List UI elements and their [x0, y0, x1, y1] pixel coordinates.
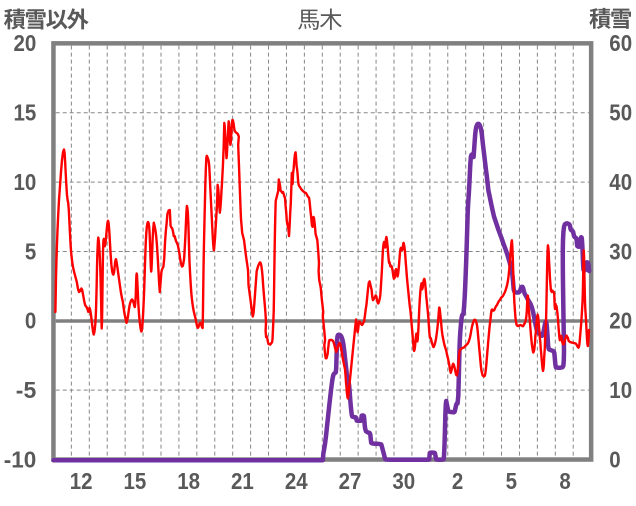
svg-text:10: 10 — [609, 377, 632, 403]
svg-text:15: 15 — [124, 468, 147, 494]
svg-text:12: 12 — [70, 468, 93, 494]
svg-text:0: 0 — [25, 308, 36, 334]
svg-text:-10: -10 — [4, 446, 37, 472]
svg-text:18: 18 — [177, 468, 200, 494]
svg-text:-5: -5 — [16, 377, 37, 403]
svg-text:20: 20 — [14, 30, 37, 56]
svg-text:2: 2 — [452, 468, 463, 494]
svg-text:20: 20 — [609, 308, 632, 334]
svg-text:30: 30 — [392, 468, 415, 494]
svg-text:27: 27 — [339, 468, 362, 494]
svg-text:15: 15 — [14, 100, 37, 126]
svg-text:50: 50 — [609, 100, 632, 126]
svg-text:40: 40 — [609, 169, 632, 195]
svg-text:5: 5 — [506, 468, 517, 494]
svg-text:5: 5 — [25, 238, 36, 264]
svg-text:21: 21 — [231, 468, 254, 494]
svg-text:60: 60 — [609, 30, 632, 56]
svg-text:10: 10 — [14, 169, 37, 195]
svg-text:0: 0 — [609, 446, 620, 472]
svg-text:30: 30 — [609, 238, 632, 264]
svg-text:8: 8 — [559, 468, 570, 494]
svg-text:24: 24 — [285, 468, 308, 494]
